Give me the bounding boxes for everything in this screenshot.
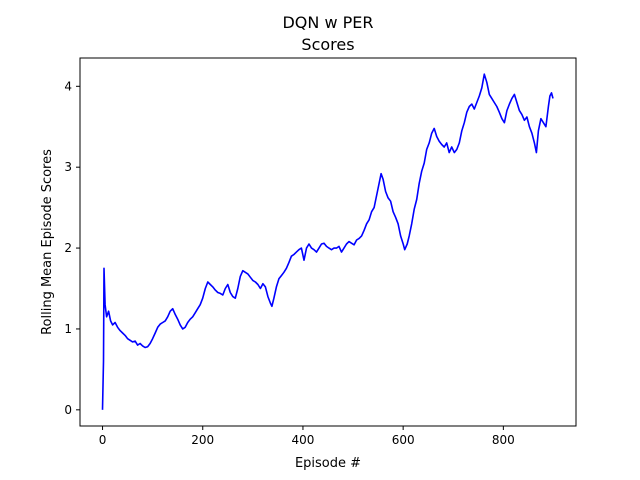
plot-frame bbox=[79, 57, 577, 427]
plot-area bbox=[101, 73, 554, 410]
y-tick-label: 0 bbox=[64, 403, 72, 417]
x-axis-label: Episode # bbox=[295, 456, 361, 471]
y-tick-label: 3 bbox=[64, 160, 72, 174]
y-tick-label: 1 bbox=[64, 322, 72, 336]
chart-title: DQN w PER bbox=[282, 13, 373, 32]
x-tick-label: 0 bbox=[99, 433, 107, 447]
chart-subtitle: Scores bbox=[301, 35, 354, 54]
series-line bbox=[101, 73, 554, 410]
axis-ticks: 0 200 400 600 800 0 1 2 3 4 bbox=[64, 79, 514, 447]
y-tick-label: 2 bbox=[64, 241, 72, 255]
y-tick-label: 4 bbox=[64, 79, 72, 93]
y-axis-label: Rolling Mean Episode Scores bbox=[40, 149, 55, 335]
x-tick-label: 400 bbox=[291, 433, 314, 447]
x-tick-label: 600 bbox=[392, 433, 415, 447]
x-tick-label: 200 bbox=[191, 433, 214, 447]
x-tick-label: 800 bbox=[492, 433, 515, 447]
